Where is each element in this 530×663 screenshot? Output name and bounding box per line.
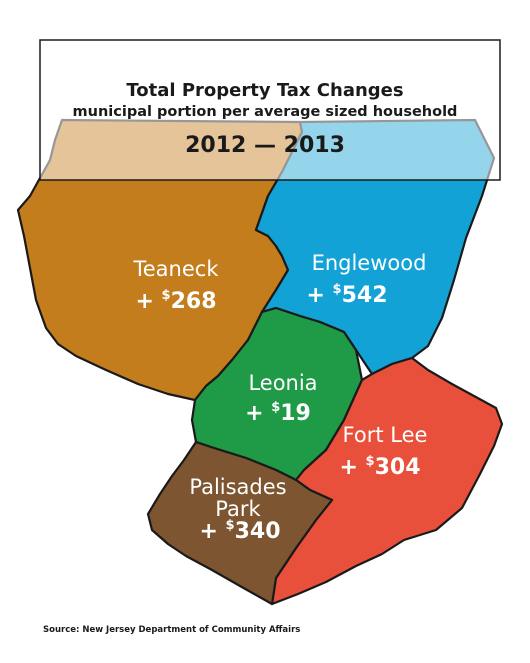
region-fort-lee xyxy=(270,356,504,606)
map-period: 2012 — 2013 xyxy=(185,133,345,158)
leonia-value-label: + $19 xyxy=(245,400,311,426)
leonia-name-label: Leonia xyxy=(248,371,317,395)
teaneck-name-label: Teaneck xyxy=(133,257,220,281)
teaneck-value-label: + $268 xyxy=(135,288,216,314)
palisades-park-value-label: + $340 xyxy=(199,518,280,544)
map-subtitle: municipal portion per average sized hous… xyxy=(73,104,458,120)
englewood-value-label: + $542 xyxy=(306,282,387,308)
englewood-name-label: Englewood xyxy=(312,251,427,275)
palisades-park-name-line2: Park xyxy=(215,497,261,521)
palisades-park-name-line1: Palisades xyxy=(189,475,286,499)
fort-lee-name-label: Fort Lee xyxy=(343,423,428,447)
title-box xyxy=(39,39,501,181)
map-title: Total Property Tax Changes xyxy=(126,80,403,101)
fort-lee-value-label: + $304 xyxy=(339,454,420,480)
source-note: Source: New Jersey Department of Communi… xyxy=(43,625,300,635)
region-palisades-park xyxy=(146,440,334,606)
